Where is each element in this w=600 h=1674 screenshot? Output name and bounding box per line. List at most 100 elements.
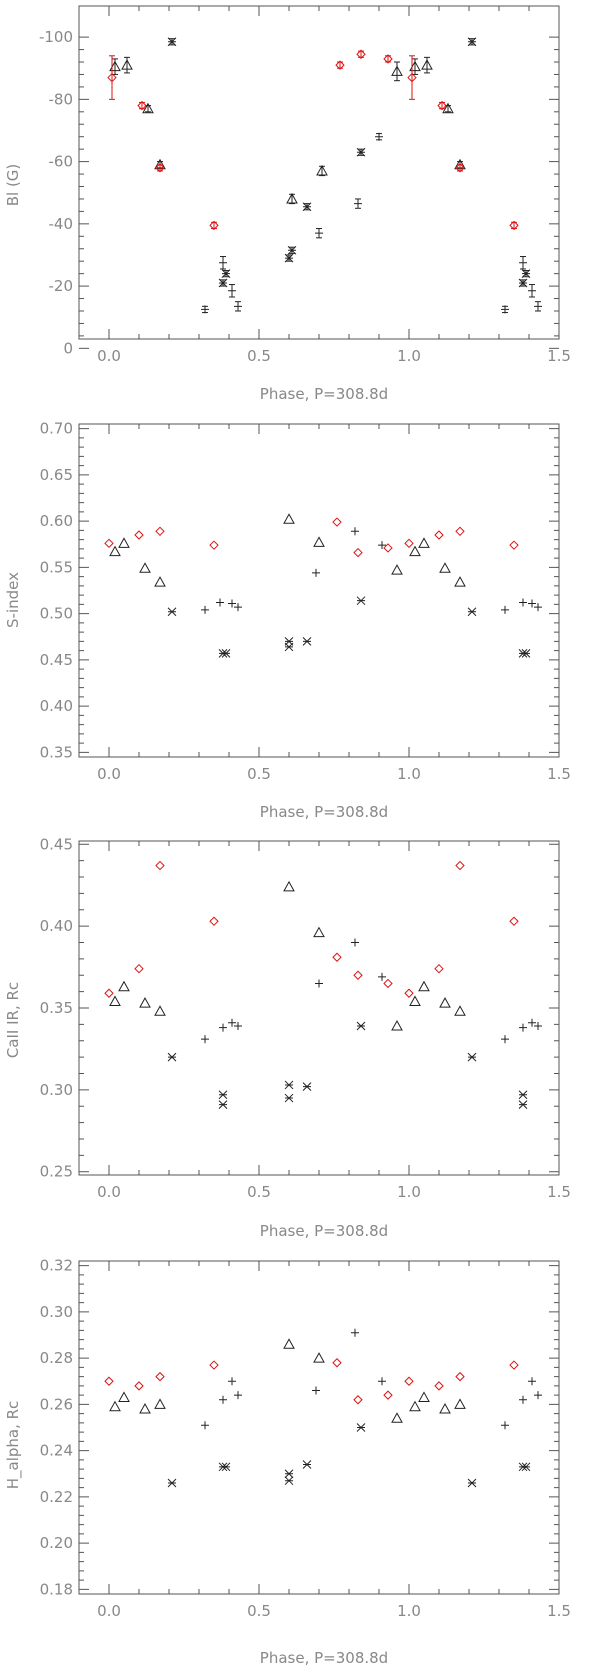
x-axis-label: Phase, P=308.8d	[260, 1649, 388, 1667]
data-point-diamond	[104, 988, 114, 998]
data-point-cross	[218, 278, 228, 288]
data-point-triangle	[118, 980, 130, 992]
x-tick-label: 1.0	[397, 1183, 421, 1201]
y-axis-label: CaII IR, Rc	[4, 982, 22, 1058]
y-tick-label: -60	[49, 153, 74, 171]
y-tick-label: 0.55	[40, 558, 73, 576]
data-point-diamond	[209, 540, 219, 550]
data-point-triangle	[139, 997, 151, 1008]
data-point-plus	[315, 229, 323, 238]
data-point-diamond	[383, 543, 393, 553]
data-point-cross	[167, 1052, 177, 1062]
y-tick-label: 0.18	[40, 1580, 73, 1598]
data-point-cross	[467, 607, 477, 617]
data-point-diamond	[353, 970, 363, 980]
data-point-triangle	[409, 995, 421, 1006]
data-point-diamond	[155, 860, 165, 871]
data-point-triangle	[418, 537, 430, 548]
data-point-plus	[351, 527, 359, 536]
y-tick-label: 0.50	[40, 605, 73, 623]
x-tick-label: 1.5	[547, 347, 571, 365]
data-point-plus	[234, 1391, 242, 1400]
data-point-cross	[356, 596, 366, 606]
data-point-triangle	[391, 1019, 403, 1031]
data-point-cross	[302, 1460, 312, 1469]
x-tick-label: 0.0	[97, 765, 121, 783]
data-point-plus	[501, 1421, 509, 1430]
data-point-triangle	[418, 980, 430, 992]
data-point-plus	[228, 286, 236, 295]
data-point-plus	[201, 605, 209, 614]
data-point-plus	[528, 1377, 536, 1386]
data-point-cross	[167, 607, 177, 617]
data-point-triangle	[391, 564, 403, 575]
data-point-plus	[378, 972, 386, 981]
data-point-diamond	[155, 1371, 165, 1382]
y-tick-label: 0.28	[40, 1349, 73, 1367]
data-point-plus	[351, 938, 359, 947]
panel-caii-ir: Phase, P=308.8d CaII IR, Rc 0.0 0.5 1.0 1.5…	[4, 835, 571, 1240]
data-point-plus	[219, 1395, 227, 1404]
data-point-triangle	[118, 1391, 130, 1402]
x-tick-label: 0.5	[247, 1602, 271, 1620]
data-point-plus	[519, 1023, 527, 1032]
data-point-plus	[519, 258, 527, 267]
data-point-diamond	[134, 530, 144, 540]
data-point-triangle	[139, 1402, 151, 1414]
data-point-triangle	[109, 1400, 121, 1412]
x-tick-label: 1.5	[547, 1602, 571, 1620]
data-point-cross	[356, 147, 366, 157]
data-point-plus	[354, 199, 362, 208]
y-tick-label: 0.20	[40, 1534, 73, 1552]
data-point-diamond	[509, 220, 519, 231]
data-point-diamond	[155, 163, 165, 173]
data-point-cross	[467, 1478, 477, 1488]
data-point-plus	[501, 1035, 509, 1044]
data-point-cross	[518, 1100, 528, 1109]
x-axis-label: Phase, P=308.8d	[260, 803, 388, 821]
y-axis-label: Bl (G)	[4, 164, 22, 207]
data-point-cross	[284, 253, 294, 263]
data-point-diamond	[332, 1358, 342, 1368]
data-point-diamond	[509, 916, 519, 926]
data-point-cross	[467, 1052, 477, 1062]
data-point-cross	[221, 1462, 231, 1472]
data-point-triangle	[391, 65, 403, 76]
y-tick-label: 0.45	[40, 835, 73, 853]
data-point-cross	[284, 1476, 294, 1486]
y-tick-label: -80	[49, 90, 74, 108]
data-point-plus	[219, 258, 227, 267]
x-tick-label: 1.0	[397, 1602, 421, 1620]
data-point-triangle	[454, 1005, 466, 1016]
data-point-diamond	[107, 72, 117, 83]
y-axis-label: H_alpha, Rc	[4, 1401, 23, 1490]
data-point-plus	[228, 599, 236, 608]
data-point-plus	[501, 605, 509, 614]
data-point-plus	[234, 603, 242, 612]
data-point-cross	[221, 269, 231, 278]
data-point-cross	[521, 269, 531, 278]
data-point-plus	[219, 1023, 227, 1032]
data-point-plus	[216, 598, 224, 607]
data-point-diamond	[104, 1376, 114, 1386]
y-tick-label: 0.65	[40, 466, 73, 484]
data-point-cross	[221, 649, 231, 658]
x-tick-label: 1.0	[397, 347, 421, 365]
x-tick-label: 0.0	[97, 1183, 121, 1201]
data-point-diamond	[404, 538, 414, 549]
data-point-cross	[284, 642, 294, 652]
x-tick-label: 0.0	[97, 347, 121, 365]
data-point-plus	[519, 1395, 527, 1404]
data-point-plus	[378, 541, 386, 550]
data-point-triangle	[313, 536, 325, 547]
y-tick-label: 0.22	[40, 1488, 73, 1506]
data-point-triangle	[286, 192, 298, 204]
y-tick-label: 0.26	[40, 1395, 73, 1413]
data-point-plus	[534, 1391, 542, 1400]
data-point-diamond	[353, 547, 363, 558]
data-point-diamond	[404, 1376, 414, 1386]
data-point-diamond	[437, 100, 447, 111]
data-point-plus	[228, 1018, 236, 1027]
data-point-diamond	[209, 220, 219, 231]
